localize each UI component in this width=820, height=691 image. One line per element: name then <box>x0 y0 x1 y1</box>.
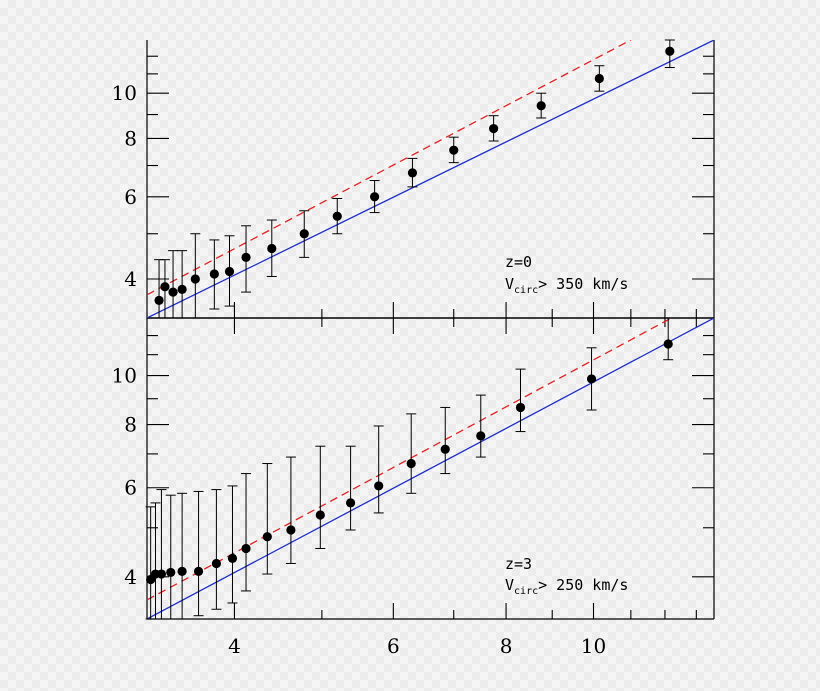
data-point <box>370 192 380 202</box>
data-point <box>160 282 170 292</box>
data-point <box>440 444 450 454</box>
y-tick-label-bottom: 8 <box>124 413 137 437</box>
data-point <box>315 510 325 520</box>
data-point <box>407 168 418 178</box>
bottom-annotation-vcirc-main: V <box>505 576 514 594</box>
top-annotation-threshold: > 350 km/s <box>538 275 628 293</box>
data-point <box>267 243 277 254</box>
bottom-annotation-threshold: > 250 km/s <box>538 576 628 594</box>
top-annotation-vcirc-sub: circ <box>514 285 538 296</box>
data-point <box>177 566 187 576</box>
top-panel: 4 6 8 10 z=0 Vcirc> 350 km/s <box>112 39 715 319</box>
y-tick-label-top: 4 <box>124 267 137 291</box>
x-tick-label: 4 <box>228 634 241 658</box>
data-point <box>262 532 272 542</box>
data-point <box>663 339 673 349</box>
data-point <box>374 481 384 491</box>
data-point <box>227 553 238 563</box>
data-point <box>211 558 221 569</box>
y-tick-label-bottom: 6 <box>124 476 137 500</box>
data-point <box>489 123 499 134</box>
y-tick-label-top: 8 <box>124 126 137 150</box>
data-point <box>241 252 251 262</box>
bottom-annotation-vcirc: Vcirc> 250 km/s <box>505 576 628 597</box>
data-point <box>449 145 459 155</box>
bottom-annotation-redshift: z=3 <box>505 555 532 573</box>
data-point <box>332 211 342 221</box>
y-tick-label-top: 10 <box>112 81 137 105</box>
data-point <box>536 101 546 111</box>
data-point <box>154 295 164 305</box>
data-point <box>156 569 167 579</box>
data-point <box>594 73 604 84</box>
x-tick-label: 6 <box>387 634 400 658</box>
dashed-fit-line <box>147 318 672 601</box>
top-annotation-vcirc-main: V <box>505 275 514 293</box>
data-point <box>406 458 416 469</box>
y-tick-label-top: 6 <box>124 185 137 209</box>
data-point <box>166 567 176 578</box>
data-point <box>193 566 204 576</box>
data-point <box>286 525 296 535</box>
y-tick-label-bottom: 10 <box>112 364 137 388</box>
data-point <box>177 284 187 294</box>
bottom-panel: 4 6 8 10 4 6 8 10 z=3 Vcirc> 250 km/s <box>112 317 715 658</box>
data-point <box>586 374 597 384</box>
data-point <box>665 46 675 56</box>
data-point <box>168 287 178 297</box>
data-point <box>299 229 309 239</box>
y-tick-label-bottom: 4 <box>124 565 137 589</box>
x-tick-label: 10 <box>581 634 606 658</box>
data-point <box>190 274 200 284</box>
top-annotation-redshift: z=0 <box>505 253 532 271</box>
data-point <box>241 543 251 554</box>
top-annotation-vcirc: Vcirc> 350 km/s <box>505 275 628 296</box>
data-point <box>224 266 235 277</box>
dashed-fit-line <box>147 40 632 296</box>
data-point <box>209 269 219 279</box>
bottom-annotation-vcirc-sub: circ <box>514 586 538 597</box>
data-point <box>476 431 486 441</box>
data-point <box>515 402 526 413</box>
data-point <box>345 498 356 508</box>
x-tick-label: 8 <box>500 634 513 658</box>
solid-fit-line <box>147 318 714 619</box>
solid-fit-line <box>147 40 714 318</box>
